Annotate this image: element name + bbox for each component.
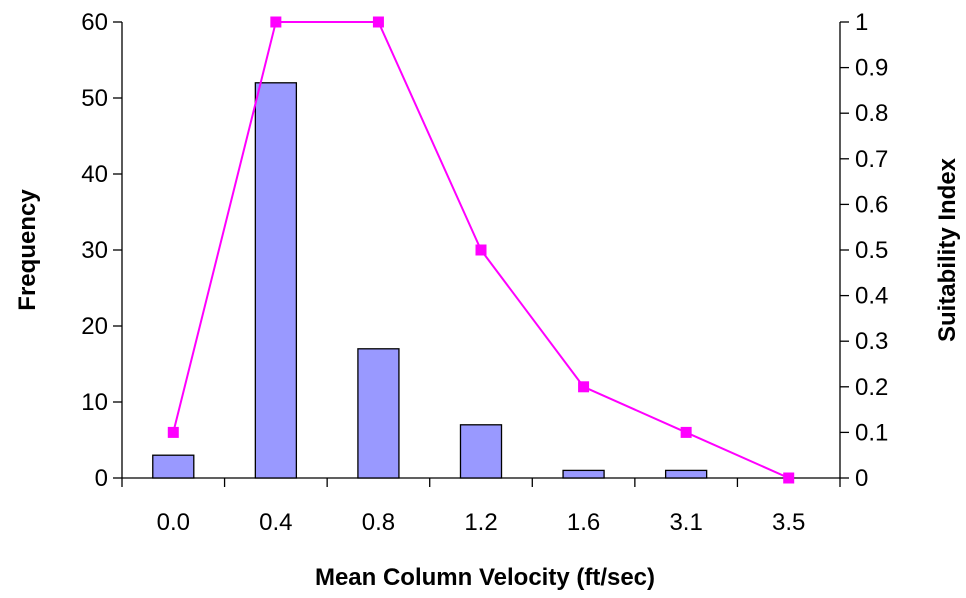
- frequency-bars: [152, 82, 708, 479]
- right-tick-label: 0: [855, 465, 868, 492]
- x-tick-label: 1.2: [464, 509, 497, 536]
- suitability-line-series: [167, 16, 795, 484]
- left-axis: 0 10 20 30 40 50 60: [81, 9, 123, 492]
- suitability-point: [270, 16, 282, 28]
- x-tick-label: 3.5: [772, 509, 805, 536]
- frequency-bar: [254, 82, 298, 479]
- right-tick-label: 0.9: [855, 55, 888, 82]
- x-axis-ticks: 0.0 0.4 0.8 1.2 1.6 3.1 3.5: [121, 478, 841, 536]
- left-tick-label: 20: [81, 313, 108, 340]
- x-tick-label: 0.4: [259, 509, 292, 536]
- x-axis: 0.0 0.4 0.8 1.2 1.6 3.1 3.5: [121, 477, 841, 536]
- right-tick-label: 0.3: [855, 328, 888, 355]
- x-tick-label: 1.6: [567, 509, 600, 536]
- x-axis-title: Mean Column Velocity (ft/sec): [315, 564, 655, 591]
- right-tick-label: 0.4: [855, 283, 888, 310]
- suitability-point: [783, 472, 795, 484]
- y2-axis-title: Suitability Index: [934, 157, 961, 342]
- left-tick-label: 0: [95, 465, 108, 492]
- right-tick-label: 0.7: [855, 146, 888, 173]
- frequency-bar: [664, 469, 708, 479]
- suitability-point: [475, 244, 487, 256]
- suitability-point: [578, 381, 590, 393]
- right-tick-label: 1: [855, 9, 868, 36]
- y-axis-title: Frequency: [14, 189, 41, 311]
- x-tick-label: 3.1: [669, 509, 702, 536]
- frequency-bar: [562, 469, 605, 479]
- right-tick-label: 0.2: [855, 374, 888, 401]
- left-tick-label: 60: [81, 9, 108, 36]
- frequency-bar: [459, 424, 503, 479]
- x-tick-label: 0.8: [362, 509, 395, 536]
- frequency-bar: [152, 454, 195, 479]
- right-tick-label: 0.1: [855, 419, 888, 446]
- left-tick-label: 40: [81, 161, 108, 188]
- left-tick-label: 30: [81, 237, 108, 264]
- suitability-point: [167, 426, 179, 438]
- right-tick-label: 0.6: [855, 191, 888, 218]
- right-axis-ticks: 0 0.1 0.2 0.3 0.4 0.5 0.6 0.7 0.8 0.9 1: [840, 9, 888, 492]
- x-tick-label: 0.0: [157, 509, 190, 536]
- right-tick-label: 0.5: [855, 237, 888, 264]
- left-tick-label: 50: [81, 85, 108, 112]
- suitability-point: [680, 426, 692, 438]
- left-axis-ticks: 0 10 20 30 40 50 60: [81, 9, 122, 492]
- right-tick-label: 0.8: [855, 100, 888, 127]
- frequency-bar: [357, 348, 400, 479]
- suitability-point: [372, 16, 384, 28]
- right-axis: 0 0.1 0.2 0.3 0.4 0.5 0.6 0.7 0.8 0.9 1: [839, 9, 888, 492]
- left-tick-label: 10: [81, 389, 108, 416]
